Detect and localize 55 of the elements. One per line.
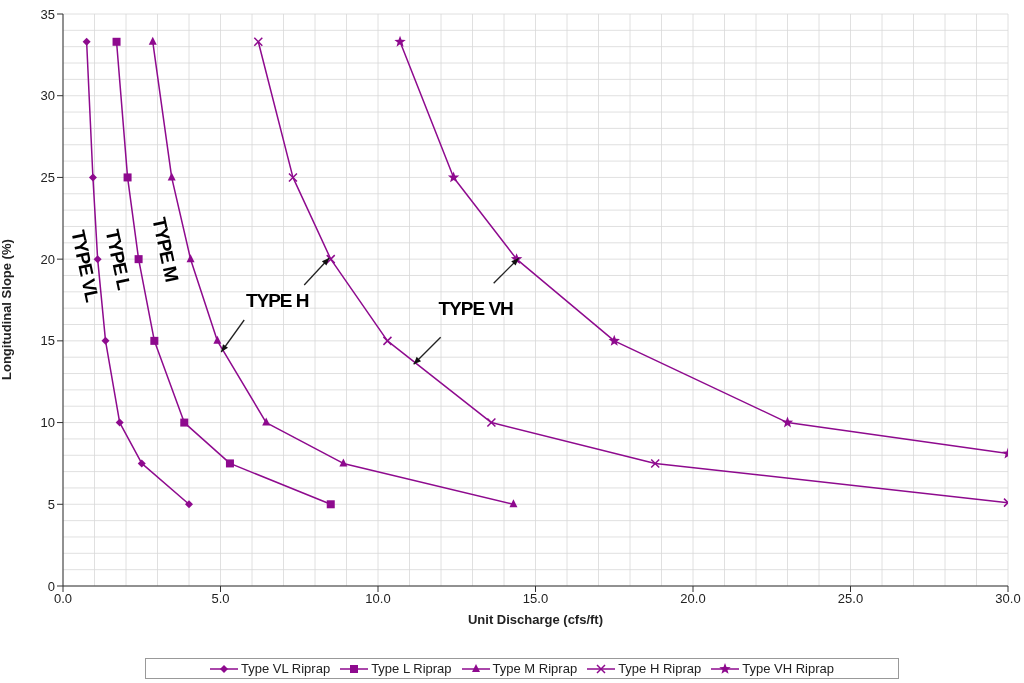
point xyxy=(225,459,234,468)
point xyxy=(650,458,660,469)
legend-label: Type VH Riprap xyxy=(742,661,834,676)
annotation: TYPE VL xyxy=(67,228,104,305)
point xyxy=(150,336,159,345)
point xyxy=(148,36,157,45)
x-tick-label: 30.0 xyxy=(995,591,1021,607)
x-tick-label: 5.0 xyxy=(211,591,230,607)
legend-label: Type H Riprap xyxy=(618,661,702,676)
annotation: TYPE VH xyxy=(438,297,514,319)
x-tick-label: 20.0 xyxy=(680,591,706,607)
point xyxy=(213,335,222,344)
y-tick-label: 15 xyxy=(40,333,55,349)
point xyxy=(115,418,124,427)
point xyxy=(123,173,132,182)
point xyxy=(447,171,460,183)
annotation: TYPE M xyxy=(148,215,183,284)
point xyxy=(186,254,195,263)
y-tick-label: 5 xyxy=(47,496,55,512)
x-tick-label: 25.0 xyxy=(837,591,864,607)
point xyxy=(185,500,193,509)
point xyxy=(509,499,518,508)
point xyxy=(326,500,335,509)
point xyxy=(382,336,393,346)
y-tick-label: 0 xyxy=(47,578,55,594)
point xyxy=(180,418,189,427)
point xyxy=(262,417,271,426)
x-tick-label: 10.0 xyxy=(365,591,391,607)
point xyxy=(608,334,620,346)
point xyxy=(82,37,91,46)
x-tick-label: 15.0 xyxy=(522,591,549,607)
point xyxy=(288,172,298,183)
legend-label: Type L Riprap xyxy=(371,661,452,676)
x-tick-label: 0.0 xyxy=(53,591,73,607)
legend-label: Type M Riprap xyxy=(492,661,578,676)
point xyxy=(88,173,97,182)
point xyxy=(781,416,794,428)
point xyxy=(326,254,336,264)
x-axis-title: Unit Discharge (cfs/ft) xyxy=(467,612,604,627)
point xyxy=(137,459,146,468)
annotation: TYPE L xyxy=(101,227,135,293)
point xyxy=(112,37,121,46)
point xyxy=(101,336,110,345)
y-tick-label: 30 xyxy=(40,88,55,104)
annotation: TYPE H xyxy=(245,289,309,311)
y-tick-label: 35 xyxy=(40,6,55,22)
point xyxy=(253,37,264,47)
y-tick-label: 25 xyxy=(40,170,55,186)
point xyxy=(486,417,497,428)
y-tick-label: 20 xyxy=(40,251,55,267)
point xyxy=(394,35,406,47)
y-tick-label: 10 xyxy=(40,415,55,431)
y-axis-title: Longitudinal Slope (%) xyxy=(0,239,14,380)
point xyxy=(134,255,143,264)
legend-label: Type VL Riprap xyxy=(241,661,331,676)
